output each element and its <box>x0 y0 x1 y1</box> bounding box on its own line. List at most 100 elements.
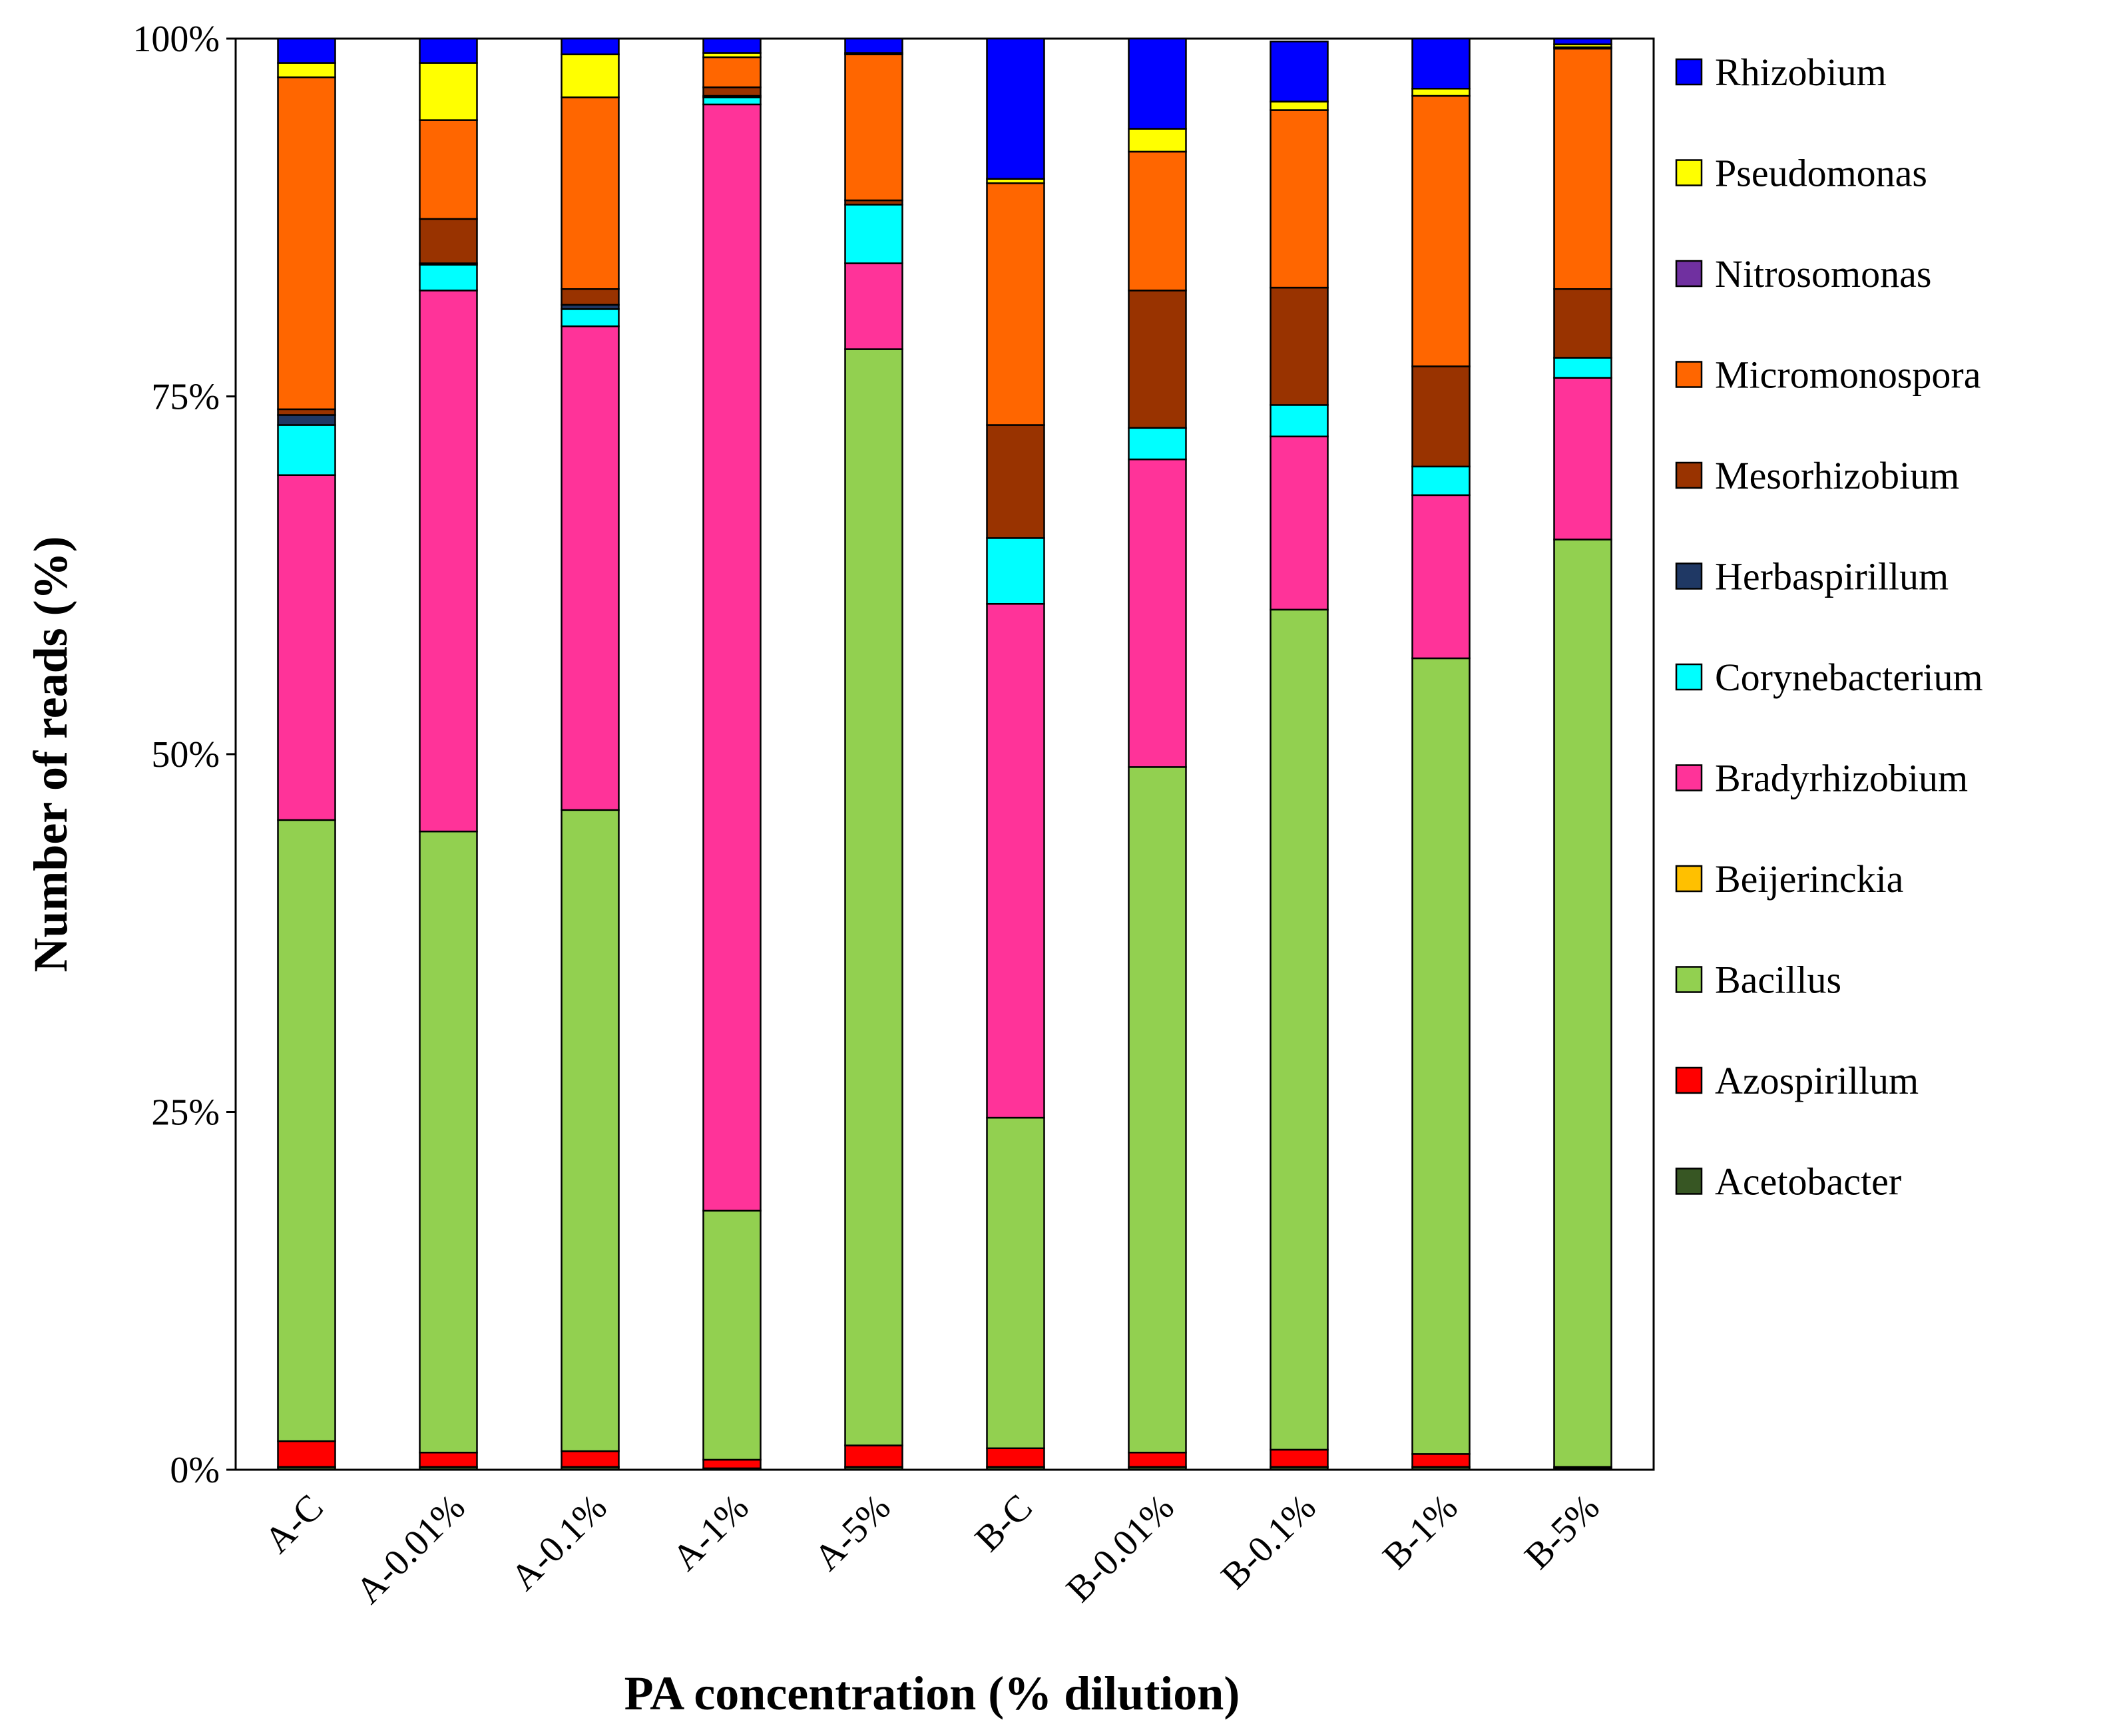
bar-segment-mesorhizobium <box>1128 290 1187 429</box>
legend-item-rhizobium: Rhizobium <box>1675 51 1887 94</box>
legend-label: Rhizobium <box>1715 51 1887 94</box>
legend-swatch <box>1675 361 1703 388</box>
bar-stack-a-1 <box>702 37 762 1471</box>
bar-segment-azospirillum <box>844 1444 903 1468</box>
bar-stack-b-0-01 <box>1128 37 1187 1471</box>
bar-stack-b-0-1 <box>1270 41 1329 1471</box>
bar-segment-bradyrhizobium <box>844 262 903 350</box>
legend-swatch <box>1675 663 1703 691</box>
bar-segment-azospirillum <box>419 1451 478 1468</box>
legend-item-micromonospora: Micromonospora <box>1675 353 1981 397</box>
x-tick-label: B-5% <box>1517 1486 1607 1577</box>
x-tick-label: B-0.01% <box>1058 1486 1182 1610</box>
bar-segment-azospirillum <box>277 1440 336 1468</box>
legend-item-azospirillum: Azospirillum <box>1675 1059 1919 1102</box>
bar-stack-group <box>277 37 1612 1471</box>
legend-label: Beijerinckia <box>1715 857 1903 901</box>
x-tick-label: A-0.01% <box>348 1486 473 1612</box>
legend-swatch <box>1675 461 1703 489</box>
y-tick-label: 100% <box>132 19 220 60</box>
legend-item-nitrosomonas: Nitrosomonas <box>1675 252 1931 296</box>
legend-item-herbaspirillum: Herbaspirillum <box>1675 555 1949 598</box>
legend-swatch <box>1675 1066 1703 1094</box>
x-tick-label: A-C <box>257 1486 332 1561</box>
bar-segment-rhizobium <box>277 37 336 64</box>
bar-segment-micromonospora <box>702 56 762 89</box>
bar-segment-corynebacterium <box>1553 357 1612 379</box>
bar-segment-azospirillum <box>1411 1453 1471 1468</box>
bar-stack-a-0-1 <box>561 37 620 1471</box>
legend-item-mesorhizobium: Mesorhizobium <box>1675 454 1959 497</box>
legend-swatch <box>1675 58 1703 86</box>
legend: Rhizobium Pseudomonas Nitrosomonas Micromon… <box>1675 51 1983 1203</box>
legend-label: Bradyrhizobium <box>1715 757 1968 800</box>
bar-segment-bacillus <box>277 819 336 1442</box>
bar-segment-corynebacterium <box>419 264 478 292</box>
legend-swatch <box>1675 1168 1703 1195</box>
bar-segment-bacillus <box>1270 608 1329 1451</box>
bar-stack-b-5 <box>1553 37 1612 1471</box>
bar-segment-rhizobium <box>1128 37 1187 130</box>
y-tick-label: 0% <box>170 1450 220 1491</box>
legend-swatch <box>1675 260 1703 288</box>
bar-segment-mesorhizobium <box>419 218 478 264</box>
x-tick-label: A-1% <box>664 1486 756 1578</box>
legend-item-bacillus: Bacillus <box>1675 959 1841 1002</box>
bar-segment-rhizobium <box>986 37 1045 180</box>
legend-label: Bacillus <box>1715 959 1841 1002</box>
bar-segment-rhizobium <box>561 37 620 55</box>
bar-segment-bacillus <box>844 348 903 1446</box>
bar-segment-micromonospora <box>1411 95 1471 367</box>
x-axis-ticks: A-C A-0.01% A-0.1% A-1% A-5% B-C B-0.01% B-0.1%… <box>236 1468 1654 1612</box>
bar-segment-mesorhizobium <box>1411 365 1471 468</box>
x-tick-label: A-0.1% <box>503 1486 615 1598</box>
bar-segment-rhizobium <box>1270 41 1329 103</box>
bar-segment-bradyrhizobium <box>1128 458 1187 768</box>
bar-segment-rhizobium <box>1553 37 1612 45</box>
bar-segment-rhizobium <box>419 37 478 64</box>
bar-segment-bacillus <box>1553 539 1612 1468</box>
legend-swatch <box>1675 764 1703 791</box>
bar-segment-azospirillum <box>702 1458 762 1470</box>
bar-segment-micromonospora <box>419 119 478 220</box>
y-tick-label: 50% <box>151 734 220 775</box>
bar-segment-micromonospora <box>561 96 620 290</box>
bar-segment-bradyrhizobium <box>561 325 620 811</box>
bar-segment-bacillus <box>702 1209 762 1461</box>
x-tick-label: B-0.1% <box>1214 1486 1324 1597</box>
x-axis-title: PA concentration (% dilution) <box>624 1667 1240 1720</box>
bar-segment-bradyrhizobium <box>277 474 336 821</box>
bar-segment-bradyrhizobium <box>1270 435 1329 611</box>
legend-label: Micromonospora <box>1715 353 1981 397</box>
bar-segment-pseudomonas <box>1411 88 1471 97</box>
bar-segment-corynebacterium <box>844 204 903 264</box>
bar-stack-a-c <box>277 37 336 1471</box>
bar-segment-pseudomonas <box>1128 128 1187 153</box>
legend-item-pseudomonas: Pseudomonas <box>1675 152 1927 195</box>
bar-segment-pseudomonas <box>1270 101 1329 111</box>
legend-swatch <box>1675 159 1703 186</box>
x-tick-label: B-C <box>967 1486 1041 1560</box>
bar-segment-pseudomonas <box>419 62 478 121</box>
bar-segment-mesorhizobium <box>561 288 620 306</box>
legend-label: Acetobacter <box>1715 1160 1901 1203</box>
bar-segment-bradyrhizobium <box>1411 494 1471 660</box>
bar-segment-azospirillum <box>1270 1448 1329 1468</box>
bar-segment-rhizobium <box>702 37 762 54</box>
bar-segment-corynebacterium <box>1128 427 1187 461</box>
bar-segment-mesorhizobium <box>986 424 1045 539</box>
bar-stack-b-1 <box>1411 37 1471 1471</box>
bar-stack-a-5 <box>844 37 903 1471</box>
y-tick-label: 75% <box>151 377 220 418</box>
bar-stack-b-c <box>986 37 1045 1471</box>
bar-segment-herbaspirillum <box>277 414 336 426</box>
bar-segment-corynebacterium <box>1270 404 1329 437</box>
legend-label: Mesorhizobium <box>1715 454 1959 497</box>
legend-swatch <box>1675 865 1703 893</box>
bar-segment-micromonospora <box>277 76 336 411</box>
bar-segment-micromonospora <box>1553 47 1612 290</box>
legend-item-corynebacterium: Corynebacterium <box>1675 656 1983 699</box>
bar-stack-a-0-01 <box>419 37 478 1471</box>
bar-segment-corynebacterium <box>702 96 762 106</box>
